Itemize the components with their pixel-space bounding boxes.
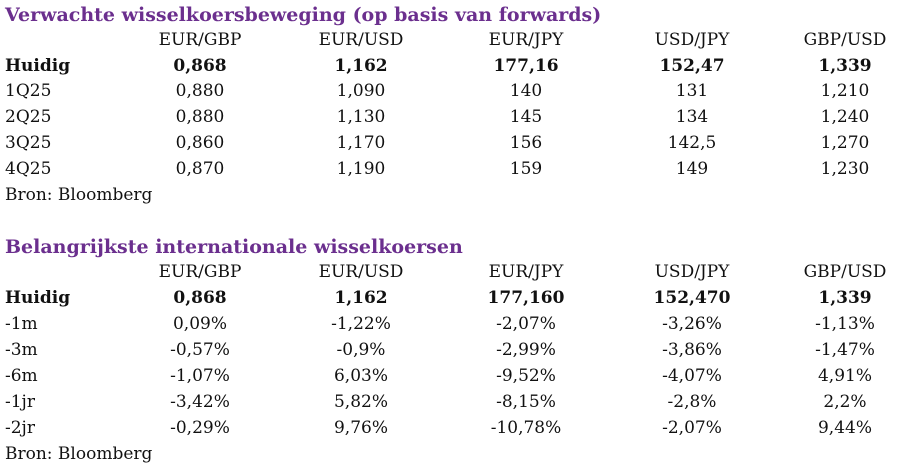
table-row: 1Q25 0,880 1,090 140 131 1,210 <box>0 79 906 104</box>
row-label: 1Q25 <box>5 81 52 101</box>
table-cell: -3,26% <box>662 314 722 334</box>
table-row: Huidig 0,868 1,162 177,16 152,47 1,339 <box>0 54 906 79</box>
table-row: -1jr -3,42% 5,82% -8,15% -2,8% 2,2% <box>0 390 906 415</box>
row-label: Huidig <box>5 288 71 308</box>
column-header: EUR/USD <box>318 30 404 50</box>
table-cell: 0,868 <box>173 56 227 76</box>
table-cell: -3,42% <box>170 392 230 412</box>
table-row: -3m -0,57% -0,9% -2,99% -3,86% -1,47% <box>0 338 906 363</box>
table-cell: -2,8% <box>667 392 717 412</box>
table-cell: 0,860 <box>175 133 225 153</box>
table-cell: 1,162 <box>334 288 388 308</box>
table-row: 3Q25 0,860 1,170 156 142,5 1,270 <box>0 131 906 156</box>
table-cell: -1,22% <box>331 314 391 334</box>
column-header: EUR/JPY <box>488 262 564 282</box>
column-header: USD/JPY <box>654 262 730 282</box>
table-cell: 1,162 <box>334 56 388 76</box>
table-row: -6m -1,07% 6,03% -9,52% -4,07% 4,91% <box>0 364 906 389</box>
table-row: 2Q25 0,880 1,130 145 134 1,240 <box>0 105 906 130</box>
table-cell: 0,09% <box>172 314 227 334</box>
table-cell: 159 <box>509 159 543 179</box>
table-cell: -0,9% <box>336 340 386 360</box>
table-cell: 145 <box>509 107 543 127</box>
table-cell: 6,03% <box>333 366 388 386</box>
table-cell: -1,13% <box>815 314 875 334</box>
table-row: Huidig 0,868 1,162 177,160 152,470 1,339 <box>0 286 906 311</box>
table-cell: -0,29% <box>170 418 230 438</box>
table-row: -1m 0,09% -1,22% -2,07% -3,26% -1,13% <box>0 312 906 337</box>
table-cell: 152,470 <box>653 288 731 308</box>
row-label: 2Q25 <box>5 107 52 127</box>
table-cell: 1,230 <box>820 159 870 179</box>
column-header: EUR/JPY <box>488 30 564 50</box>
table-cell: 140 <box>509 81 543 101</box>
table-cell: -3,86% <box>662 340 722 360</box>
table-cell: -1,47% <box>815 340 875 360</box>
table-cell: 1,270 <box>820 133 870 153</box>
table-cell: -9,52% <box>496 366 556 386</box>
table-cell: 152,47 <box>659 56 725 76</box>
table-cell: 149 <box>675 159 709 179</box>
row-label: -2jr <box>5 418 35 438</box>
table-cell: 4,91% <box>817 366 872 386</box>
row-label: -6m <box>5 366 38 386</box>
row-label: -1jr <box>5 392 35 412</box>
table-cell: 1,130 <box>336 107 386 127</box>
row-label: -1m <box>5 314 38 334</box>
table-cell: 1,090 <box>336 81 386 101</box>
table-cell: -1,07% <box>170 366 230 386</box>
source-note: Bron: Bloomberg <box>5 185 153 205</box>
table-cell: 5,82% <box>333 392 388 412</box>
header-row: EUR/GBP EUR/USD EUR/JPY USD/JPY GBP/USD <box>0 28 906 53</box>
row-label: Huidig <box>5 56 71 76</box>
table-cell: -10,78% <box>490 418 562 438</box>
column-header: EUR/GBP <box>158 262 242 282</box>
table-cell: 134 <box>675 107 709 127</box>
table-cell: -2,07% <box>662 418 722 438</box>
table-cell: 177,16 <box>493 56 559 76</box>
table-cell: 0,868 <box>173 288 227 308</box>
table-cell: 1,210 <box>820 81 870 101</box>
table-cell: 1,240 <box>820 107 870 127</box>
table-cell: 177,160 <box>487 288 565 308</box>
header-row: EUR/GBP EUR/USD EUR/JPY USD/JPY GBP/USD <box>0 260 906 285</box>
table-cell: 0,880 <box>175 81 225 101</box>
table-cell: 1,190 <box>336 159 386 179</box>
table-cell: 2,2% <box>823 392 867 412</box>
column-header: GBP/USD <box>803 30 887 50</box>
table-cell: 142,5 <box>667 133 717 153</box>
table-cell: 1,339 <box>818 288 872 308</box>
table-row: 4Q25 0,870 1,190 159 149 1,230 <box>0 157 906 182</box>
column-header: GBP/USD <box>803 262 887 282</box>
table-cell: -0,57% <box>170 340 230 360</box>
row-label: 4Q25 <box>5 159 52 179</box>
table-cell: 131 <box>675 81 709 101</box>
column-header: EUR/GBP <box>158 30 242 50</box>
table-cell: -4,07% <box>662 366 722 386</box>
row-label: -3m <box>5 340 38 360</box>
table-cell: 0,880 <box>175 107 225 127</box>
table-cell: -8,15% <box>496 392 556 412</box>
exchange-rates-title: Belangrijkste internationale wisselkoers… <box>5 236 463 258</box>
table-cell: -2,07% <box>496 314 556 334</box>
table-cell: 9,76% <box>333 418 388 438</box>
table-cell: -2,99% <box>496 340 556 360</box>
column-header: USD/JPY <box>654 30 730 50</box>
table-cell: 156 <box>509 133 543 153</box>
forward-rates-title: Verwachte wisselkoersbeweging (op basis … <box>5 4 602 26</box>
table-cell: 1,170 <box>336 133 386 153</box>
source-note: Bron: Bloomberg <box>5 444 153 464</box>
table-cell: 9,44% <box>817 418 872 438</box>
table-cell: 1,339 <box>818 56 872 76</box>
table-cell: 0,870 <box>175 159 225 179</box>
table-row: -2jr -0,29% 9,76% -10,78% -2,07% 9,44% <box>0 416 906 441</box>
row-label: 3Q25 <box>5 133 52 153</box>
column-header: EUR/USD <box>318 262 404 282</box>
